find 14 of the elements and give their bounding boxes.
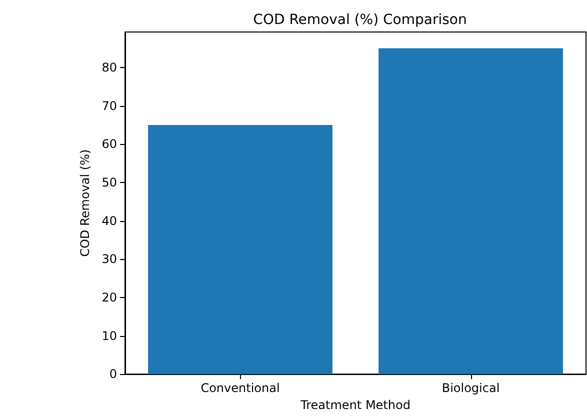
- x-axis-title: Treatment Method: [300, 398, 410, 412]
- y-tick-label: 50: [102, 175, 117, 190]
- x-tick-label: Conventional: [200, 381, 280, 396]
- y-tick-label: 80: [102, 60, 117, 74]
- y-tick-label: 20: [102, 290, 117, 304]
- y-tick-label: 70: [102, 98, 117, 113]
- y-tick-label: 0: [109, 367, 117, 382]
- y-tick-label: 40: [102, 214, 117, 228]
- chart-title: COD Removal (%) Comparison: [253, 12, 467, 28]
- y-axis-title: COD Removal (%): [78, 149, 92, 257]
- y-tick-label: 10: [102, 328, 117, 343]
- y-tick-label: 30: [102, 252, 117, 266]
- y-tick-label: 60: [102, 137, 117, 152]
- x-tick-label: Biological: [442, 381, 500, 396]
